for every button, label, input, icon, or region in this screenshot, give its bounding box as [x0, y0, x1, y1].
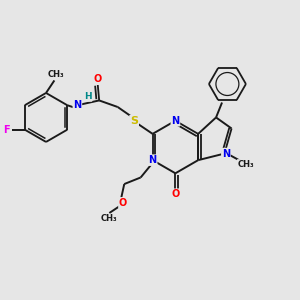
Text: H: H — [84, 92, 92, 101]
Text: S: S — [130, 116, 138, 126]
Text: O: O — [171, 189, 179, 199]
Text: N: N — [171, 116, 179, 126]
Text: O: O — [94, 74, 102, 84]
Text: CH₃: CH₃ — [238, 160, 254, 169]
Text: N: N — [73, 100, 81, 110]
Text: N: N — [148, 155, 157, 165]
Text: CH₃: CH₃ — [100, 214, 117, 224]
Text: O: O — [119, 198, 127, 208]
Text: N: N — [222, 148, 230, 159]
Text: F: F — [4, 125, 10, 135]
Text: CH₃: CH₃ — [48, 70, 64, 79]
